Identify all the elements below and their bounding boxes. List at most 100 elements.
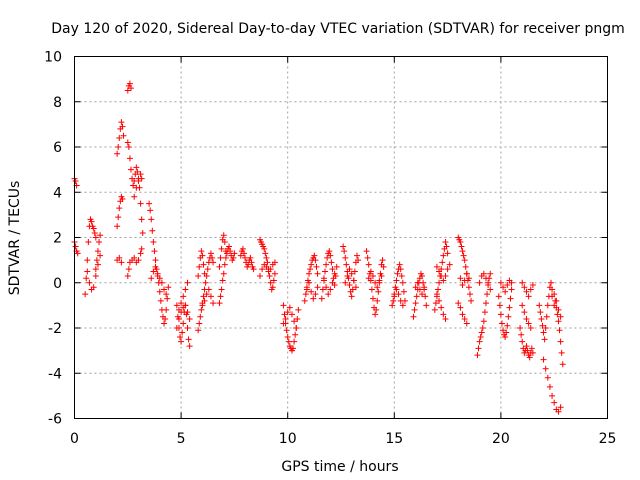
data-point bbox=[118, 119, 125, 126]
data-point bbox=[184, 325, 191, 331]
data-point bbox=[149, 227, 156, 234]
data-point bbox=[137, 200, 144, 207]
data-point bbox=[216, 300, 223, 307]
data-point bbox=[355, 257, 362, 264]
data-point bbox=[549, 286, 556, 293]
data-point bbox=[327, 286, 334, 293]
data-point bbox=[477, 334, 484, 341]
data-point bbox=[116, 254, 123, 261]
data-point bbox=[435, 286, 442, 293]
data-point bbox=[378, 272, 385, 279]
data-point bbox=[523, 343, 530, 350]
data-point bbox=[125, 144, 132, 150]
data-point bbox=[226, 243, 233, 250]
data-point bbox=[186, 315, 193, 322]
data-point bbox=[220, 232, 227, 239]
data-point bbox=[173, 325, 180, 331]
data-point bbox=[201, 297, 208, 304]
data-point bbox=[198, 248, 205, 255]
data-point bbox=[529, 282, 536, 289]
data-point bbox=[391, 293, 398, 300]
data-point bbox=[202, 279, 209, 286]
data-point bbox=[555, 318, 562, 325]
data-point bbox=[549, 293, 556, 300]
data-point bbox=[524, 347, 531, 354]
y-tick-label: -4 bbox=[48, 366, 62, 382]
data-point bbox=[178, 300, 185, 307]
data-point bbox=[541, 336, 548, 343]
data-point bbox=[284, 309, 291, 316]
data-point bbox=[288, 311, 295, 318]
data-point bbox=[247, 254, 254, 261]
data-point bbox=[365, 261, 372, 268]
data-point bbox=[497, 311, 504, 318]
data-point bbox=[444, 250, 451, 257]
data-point bbox=[340, 243, 347, 250]
data-point bbox=[495, 293, 502, 300]
data-point bbox=[395, 291, 402, 298]
data-point bbox=[157, 297, 164, 304]
data-point bbox=[519, 302, 526, 309]
data-point bbox=[200, 293, 207, 300]
data-point bbox=[97, 252, 104, 259]
data-point bbox=[156, 275, 163, 282]
data-point bbox=[280, 320, 287, 327]
data-point bbox=[525, 293, 532, 300]
data-point bbox=[178, 309, 185, 316]
data-point bbox=[431, 306, 438, 313]
data-point bbox=[365, 275, 372, 282]
data-point bbox=[325, 291, 332, 298]
data-point bbox=[503, 329, 510, 336]
data-point bbox=[364, 254, 371, 261]
data-point bbox=[422, 293, 429, 300]
data-point bbox=[443, 243, 450, 250]
data-point bbox=[312, 257, 319, 264]
data-point bbox=[175, 315, 182, 322]
data-point bbox=[393, 277, 400, 284]
data-point bbox=[302, 291, 309, 298]
data-point bbox=[90, 225, 97, 232]
data-point bbox=[343, 261, 350, 268]
data-point bbox=[222, 248, 229, 255]
data-point bbox=[413, 293, 420, 300]
data-point bbox=[376, 277, 383, 284]
data-point bbox=[369, 272, 376, 279]
data-point bbox=[199, 302, 206, 309]
data-point bbox=[138, 216, 145, 223]
data-point bbox=[373, 306, 380, 313]
data-point bbox=[476, 279, 483, 286]
data-point bbox=[329, 279, 336, 286]
data-point bbox=[442, 315, 449, 322]
data-point bbox=[460, 252, 467, 259]
data-point bbox=[517, 325, 524, 331]
data-point bbox=[151, 248, 158, 255]
data-point bbox=[372, 279, 379, 286]
data-point bbox=[544, 302, 551, 309]
grid-lines bbox=[74, 56, 608, 419]
data-point bbox=[461, 315, 468, 322]
data-point bbox=[500, 327, 507, 334]
data-point bbox=[114, 150, 121, 157]
data-point bbox=[320, 275, 327, 282]
data-point bbox=[86, 279, 93, 286]
data-point bbox=[329, 266, 336, 273]
data-point bbox=[555, 408, 562, 415]
data-point bbox=[116, 205, 123, 212]
data-point bbox=[458, 243, 465, 250]
data-point bbox=[528, 345, 535, 352]
data-point bbox=[459, 311, 466, 318]
data-point bbox=[504, 282, 511, 289]
data-point bbox=[537, 309, 544, 316]
data-point bbox=[284, 334, 291, 341]
data-point bbox=[127, 85, 134, 92]
data-point bbox=[442, 239, 449, 246]
data-point bbox=[97, 232, 104, 239]
data-point bbox=[178, 338, 185, 345]
data-point bbox=[204, 266, 211, 273]
data-point bbox=[158, 279, 165, 286]
data-point bbox=[333, 263, 340, 270]
data-point bbox=[558, 349, 565, 356]
data-point bbox=[83, 275, 90, 282]
data-point bbox=[521, 284, 528, 291]
data-point bbox=[237, 252, 244, 259]
